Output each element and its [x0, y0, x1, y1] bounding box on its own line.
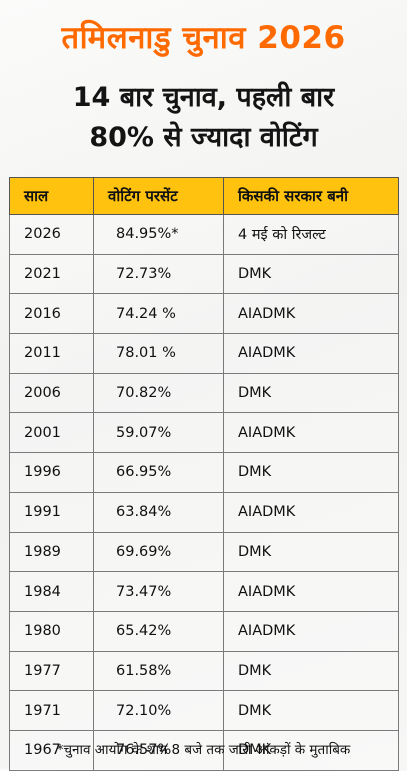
percent-cell: 73.47% [93, 571, 224, 612]
government-cell: DMK [223, 650, 399, 692]
table-row: 2006 70.82% DMK [9, 372, 399, 414]
year-cell: 1977 [9, 650, 94, 692]
year-cell: 2016 [9, 293, 94, 335]
table-row: 2016 74.24 % AIADMK [9, 293, 399, 335]
government-cell: AIADMK [223, 293, 399, 335]
government-cell: AIADMK [223, 333, 399, 374]
percent-cell: 78.01 % [93, 333, 224, 374]
year-cell: 2001 [9, 412, 94, 454]
table-row: 2001 59.07% AIADMK [9, 412, 399, 454]
year-cell: 1967 [9, 729, 94, 771]
table-row: 1980 65.42% AIADMK [9, 610, 399, 652]
government-cell: DMK [223, 452, 399, 493]
brand-logo-title: तमिलनाडु चुनाव 2026 [61, 20, 346, 56]
table-row: 2021 72.73% DMK [9, 253, 399, 295]
percent-cell: 63.84% [93, 491, 224, 533]
percent-cell: 61.58% [93, 650, 224, 692]
year-cell: 1996 [9, 452, 94, 493]
table-row: 1989 69.69% DMK [9, 531, 399, 573]
headline-line-2: 80% से ज्यादा वोटिंग [89, 122, 318, 153]
government-cell: AIADMK [223, 491, 399, 533]
percent-cell: 70.82% [93, 372, 224, 414]
percent-cell: 65.42% [93, 610, 224, 652]
percent-cell: 72.10% [93, 690, 224, 731]
table-row: 1967 76.57% DMK [9, 729, 399, 771]
government-cell: DMK [223, 372, 399, 414]
table-row: 1984 73.47% AIADMK [9, 571, 399, 612]
table-row: 1977 61.58% DMK [9, 650, 399, 692]
year-cell: 2006 [9, 372, 94, 414]
government-cell: DMK [223, 690, 399, 731]
table-row: 2026 84.95%* 4 मई को रिजल्ट [9, 214, 399, 255]
percent-cell: 59.07% [93, 412, 224, 454]
year-cell: 1991 [9, 491, 94, 533]
year-cell: 1989 [9, 531, 94, 573]
table-header-row: साल वोटिंग परसेंट किसकी सरकार बनी [9, 177, 399, 215]
percent-cell: 69.69% [93, 531, 224, 573]
header-percent: वोटिंग परसेंट [93, 177, 224, 215]
year-cell: 2011 [9, 333, 94, 374]
table-body: 2026 84.95%* 4 मई को रिजल्ट 2021 72.73% DMK 20… [9, 214, 399, 771]
header-government: किसकी सरकार बनी [223, 177, 399, 215]
government-cell: AIADMK [223, 412, 399, 454]
footnote: *चुनाव आयोग के शाम 8 बजे तक जारी आंकड़ों… [56, 742, 351, 758]
table-row: 1996 66.95% DMK [9, 452, 399, 493]
year-cell: 1980 [9, 610, 94, 652]
percent-cell: 84.95%* [93, 214, 224, 255]
year-cell: 2021 [9, 253, 94, 295]
government-cell: DMK [223, 531, 399, 573]
government-cell: DMK [223, 253, 399, 295]
headline-line-1: 14 बार चुनाव, पहली बार [72, 82, 335, 113]
table-row: 1991 63.84% AIADMK [9, 491, 399, 533]
percent-cell: 72.73% [93, 253, 224, 295]
table-row: 2011 78.01 % AIADMK [9, 333, 399, 374]
headline: 14 बार चुनाव, पहली बार 80% से ज्यादा वोट… [0, 78, 407, 158]
percent-cell: 74.24 % [93, 293, 224, 335]
election-table: साल वोटिंग परसेंट किसकी सरकार बनी 2026 84… [9, 177, 399, 771]
year-cell: 1984 [9, 571, 94, 612]
percent-cell: 66.95% [93, 452, 224, 493]
government-cell: AIADMK [223, 610, 399, 652]
year-cell: 1971 [9, 690, 94, 731]
government-cell: AIADMK [223, 571, 399, 612]
header-year: साल [9, 177, 94, 215]
government-cell: 4 मई को रिजल्ट [223, 214, 399, 255]
year-cell: 2026 [9, 214, 94, 255]
table-row: 1971 72.10% DMK [9, 690, 399, 731]
